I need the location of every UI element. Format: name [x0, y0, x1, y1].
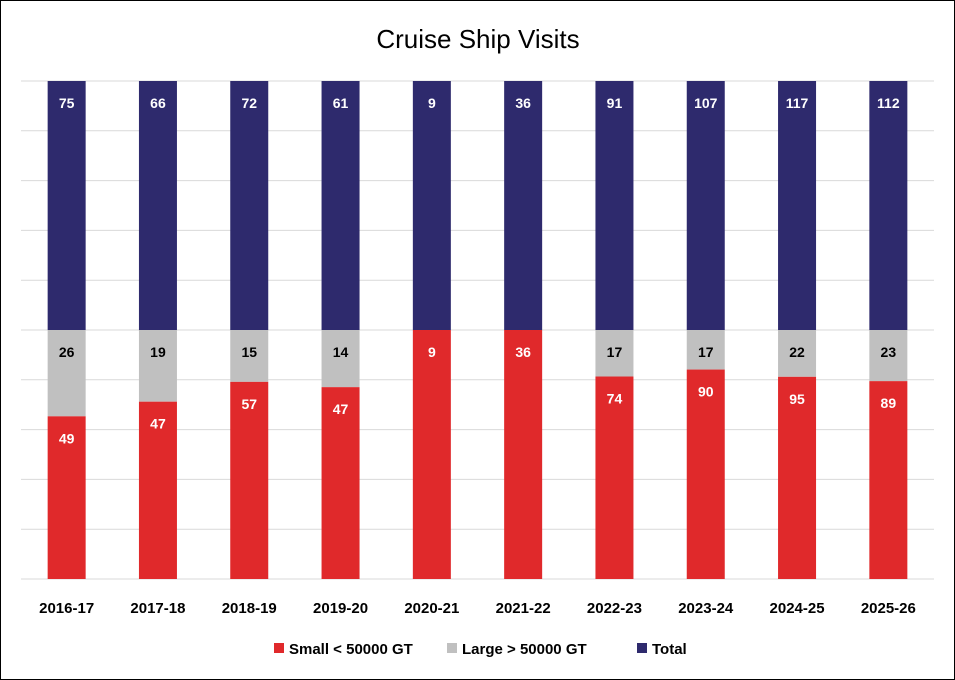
- x-tick-label: 2017-18: [130, 600, 185, 617]
- data-label-large: 23: [881, 344, 897, 360]
- legend-swatch: [274, 643, 284, 653]
- data-label-large: 14: [333, 344, 349, 360]
- bar-large: [321, 330, 360, 388]
- bar-small: [778, 376, 817, 579]
- legend-swatch: [637, 643, 647, 653]
- data-label-total: 112: [877, 95, 900, 111]
- bar-large: [595, 330, 634, 377]
- bar-total: [595, 81, 634, 330]
- legend-item: Total: [637, 641, 687, 658]
- data-label-total: 36: [515, 95, 531, 111]
- legend-swatch: [447, 643, 457, 653]
- bar-total: [138, 81, 177, 330]
- bar-total: [230, 81, 269, 330]
- bar-total: [778, 81, 817, 330]
- x-tick-label: 2019-20: [313, 600, 368, 617]
- x-tick-label: 2021-22: [496, 600, 551, 617]
- data-label-total: 91: [607, 95, 623, 111]
- bar-total: [686, 81, 725, 330]
- bar-large: [686, 330, 725, 370]
- bar-small: [230, 381, 269, 579]
- bar-small: [412, 330, 451, 579]
- bar-large: [47, 330, 86, 417]
- x-tick-label: 2018-19: [222, 600, 277, 617]
- bar-total: [321, 81, 360, 330]
- bar-small: [595, 376, 634, 579]
- legend: Small < 50000 GT Large > 50000 GT Total: [274, 641, 687, 658]
- data-label-total: 9: [428, 95, 436, 111]
- bar-total: [869, 81, 908, 330]
- data-label-total: 72: [241, 95, 257, 111]
- legend-item: Large > 50000 GT: [447, 641, 587, 658]
- bar-small: [869, 381, 908, 579]
- bar-large: [230, 330, 269, 382]
- x-tick-label: 2024-25: [770, 600, 825, 617]
- bar-small: [47, 416, 86, 579]
- data-label-small: 47: [333, 401, 349, 417]
- legend-label: Large > 50000 GT: [462, 641, 587, 658]
- bar-small: [686, 369, 725, 579]
- data-label-large: 17: [698, 344, 714, 360]
- data-label-total: 61: [333, 95, 349, 111]
- bar-total: [412, 81, 451, 330]
- bar-large: [778, 330, 817, 377]
- legend-label: Small < 50000 GT: [289, 641, 413, 658]
- data-label-small: 90: [698, 384, 714, 400]
- data-label-large: 17: [607, 344, 623, 360]
- legend-item: Small < 50000 GT: [274, 641, 413, 658]
- data-label-small: 9: [428, 344, 436, 360]
- chart-title: Cruise Ship Visits: [376, 24, 579, 54]
- bars: 75 26 49 66 19 47 72 15 57 61 14 47 9 9 36 36 91 17 74 107 1…: [47, 81, 908, 579]
- data-label-total: 66: [150, 95, 166, 111]
- data-label-total: 75: [59, 95, 75, 111]
- legend-label: Total: [652, 641, 687, 658]
- bar-large: [869, 330, 908, 382]
- data-label-small: 89: [881, 395, 897, 411]
- x-tick-label: 2023-24: [678, 600, 734, 617]
- data-label-large: 19: [150, 344, 166, 360]
- bar-small: [321, 387, 360, 579]
- data-label-small: 49: [59, 430, 75, 446]
- data-label-small: 36: [515, 344, 531, 360]
- x-tick-label: 2020-21: [404, 600, 459, 617]
- x-tick-label: 2016-17: [39, 600, 94, 617]
- data-label-large: 22: [789, 344, 805, 360]
- bar-total: [504, 81, 543, 330]
- bar-small: [504, 330, 543, 579]
- x-axis-tick-labels: 2016-17 2017-18 2018-19 2019-20 2020-21 2021-…: [39, 600, 916, 617]
- bar-large: [138, 330, 177, 402]
- data-label-large: 15: [241, 344, 257, 360]
- x-tick-label: 2022-23: [587, 600, 642, 617]
- data-label-total: 107: [694, 95, 718, 111]
- data-label-large: 26: [59, 344, 75, 360]
- data-label-small: 95: [789, 391, 805, 407]
- x-tick-label: 2025-26: [861, 600, 916, 617]
- data-label-small: 47: [150, 416, 166, 432]
- data-label-small: 74: [607, 391, 623, 407]
- data-label-small: 57: [241, 396, 257, 412]
- data-label-total: 117: [786, 95, 809, 111]
- bar-small: [138, 401, 177, 579]
- bar-total: [47, 81, 86, 330]
